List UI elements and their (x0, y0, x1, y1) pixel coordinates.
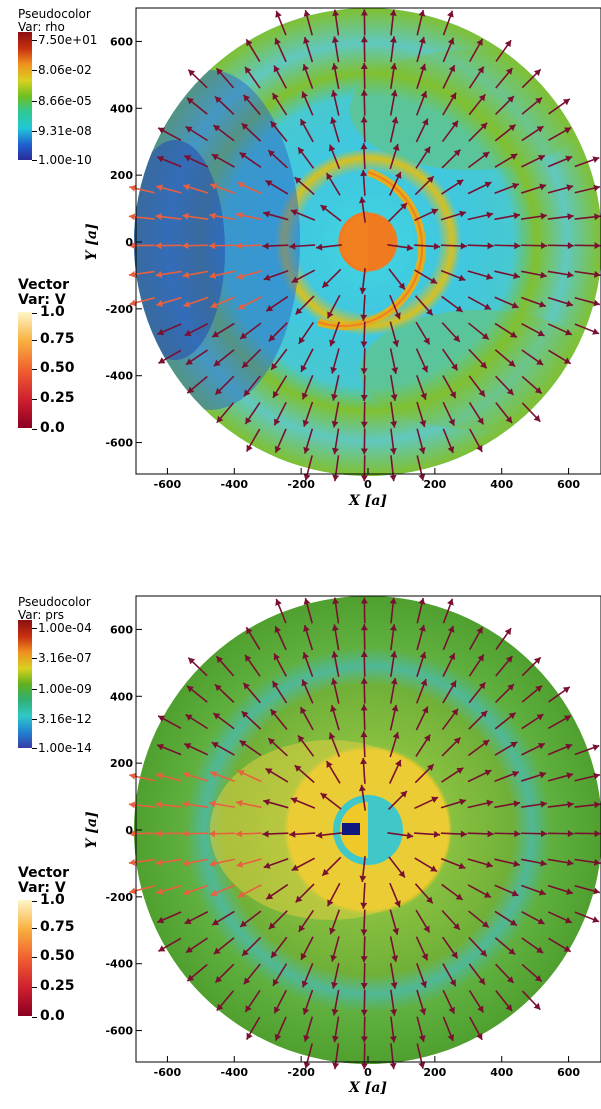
prs-colorbar-tick: 1.00e-09 (38, 683, 92, 695)
rho-y-tick-label: -600 (105, 437, 133, 450)
rho-x-tick-label: 600 (557, 478, 580, 491)
rho-colorbar-tick: 7.50e+01 (38, 34, 97, 46)
prs-panel: -600 -400 -200 0 200 400 600 600 400 200 0 -200 -40… (0, 589, 601, 1109)
prs-vector-tick: 0.25 (40, 980, 75, 992)
prs-x-tick-label: -200 (287, 1066, 315, 1079)
rho-plot: -600 -400 -200 0 200 400 600 600 400 200 0 -200 -40… (0, 0, 601, 520)
rho-panel: -600 -400 -200 0 200 400 600 600 400 200 0 -200 -40… (0, 0, 601, 520)
prs-x-tick-label: 400 (490, 1066, 513, 1079)
rho-colorbar-tick: 8.66e-05 (38, 95, 92, 107)
prs-y-tick-label: -200 (105, 891, 133, 904)
prs-colorbar-tick: 3.16e-07 (38, 652, 92, 664)
prs-y-tick-label: 600 (110, 623, 133, 636)
prs-colorbar (18, 620, 32, 748)
prs-x-axis-label: X [a] (348, 1080, 387, 1096)
rho-y-tick-label: 400 (110, 102, 133, 115)
rho-y-tick-label: -400 (105, 370, 133, 383)
prs-y-tick-label: -400 (105, 958, 133, 971)
prs-plot: -600 -400 -200 0 200 400 600 600 400 200 0 -200 -40… (0, 589, 601, 1098)
rho-x-axis-label: X [a] (348, 493, 387, 509)
prs-y-tick-label: 400 (110, 690, 133, 703)
rho-y-axis-label: Y [a] (84, 223, 100, 261)
prs-colorbar-tick: 1.00e-04 (38, 622, 92, 634)
rho-y-tick-label: -200 (105, 303, 133, 316)
rho-x-tick-label: 0 (364, 478, 372, 491)
prs-colorbar-tick: 3.16e-12 (38, 713, 92, 725)
prs-y-axis-label: Y [a] (84, 811, 100, 849)
prs-x-tick-label: 200 (423, 1066, 446, 1079)
rho-y-tick-label: 600 (110, 35, 133, 48)
rho-x-tick-label: -200 (287, 478, 315, 491)
prs-y-tick-label: -600 (105, 1025, 133, 1038)
rho-vector-tick: 0.0 (40, 422, 65, 434)
prs-colorbar-tick: 1.00e-14 (38, 742, 92, 754)
rho-y-tick-label: 0 (125, 236, 133, 249)
rho-x-tick-label: -600 (154, 478, 182, 491)
prs-x-tick-label: -600 (154, 1066, 182, 1079)
prs-vector-tick: 1.0 (40, 894, 65, 906)
prs-x-tick-label: 600 (557, 1066, 580, 1079)
rho-vector-tick: 0.50 (40, 362, 75, 374)
prs-y-tick-label: 0 (125, 824, 133, 837)
rho-x-tick-label: 200 (423, 478, 446, 491)
rho-vector-tick: 0.75 (40, 333, 75, 345)
prs-vector-tick: 0.50 (40, 950, 75, 962)
prs-vector-legend-title: Vector (18, 866, 69, 881)
rho-x-tick-label: 400 (490, 478, 513, 491)
prs-x-tick-label: -400 (221, 1066, 249, 1079)
prs-vector-tick: 0.75 (40, 921, 75, 933)
rho-vector-tick: 1.0 (40, 306, 65, 318)
rho-vector-tick: 0.25 (40, 392, 75, 404)
rho-vector-legend-title: Vector (18, 278, 69, 293)
rho-field (120, 8, 601, 476)
rho-colorbar-tick: 8.06e-02 (38, 64, 92, 76)
prs-y-tick-label: 200 (110, 757, 133, 770)
rho-colorbar (18, 32, 32, 160)
rho-x-tick-label: -400 (221, 478, 249, 491)
prs-vector-colorbar (18, 900, 32, 1016)
prs-vector-tick: 0.0 (40, 1010, 65, 1022)
prs-x-tick-label: 0 (364, 1066, 372, 1079)
rho-colorbar-tick: 9.31e-08 (38, 125, 92, 137)
rho-colorbar-tick: 1.00e-10 (38, 154, 92, 166)
prs-y-ticks: 600 400 200 0 -200 -400 -600 (105, 623, 142, 1037)
rho-vector-colorbar (18, 312, 32, 428)
rho-y-tick-label: 200 (110, 169, 133, 182)
